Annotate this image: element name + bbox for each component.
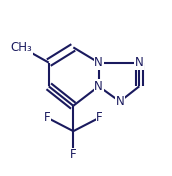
Text: N: N: [115, 95, 124, 108]
Text: F: F: [44, 111, 50, 124]
Text: N: N: [94, 56, 103, 69]
Text: N: N: [94, 80, 103, 93]
Text: F: F: [96, 111, 103, 124]
Text: F: F: [70, 148, 77, 161]
Text: CH₃: CH₃: [11, 41, 33, 54]
Text: N: N: [135, 56, 144, 69]
